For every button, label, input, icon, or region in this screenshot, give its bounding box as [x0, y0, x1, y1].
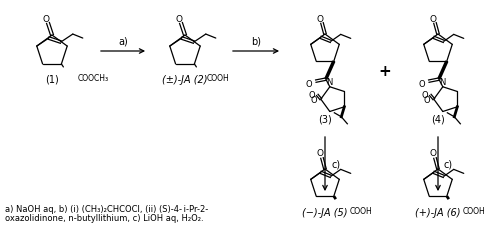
Text: COOH: COOH	[463, 206, 485, 215]
Text: a): a)	[118, 37, 128, 47]
Text: (+)-JA (6): (+)-JA (6)	[415, 207, 461, 217]
Text: COOH: COOH	[206, 74, 229, 83]
Text: O: O	[423, 95, 430, 104]
Text: c): c)	[444, 159, 453, 169]
Text: O: O	[430, 15, 436, 23]
Text: (3): (3)	[318, 114, 332, 124]
Text: O: O	[306, 79, 312, 88]
Text: (±)-JA (2): (±)-JA (2)	[162, 75, 208, 85]
Text: (1): (1)	[45, 75, 59, 85]
Text: O: O	[316, 149, 324, 158]
Text: COOH: COOH	[350, 206, 372, 215]
Text: (4): (4)	[431, 114, 445, 124]
Text: COOCH₃: COOCH₃	[78, 74, 108, 83]
Text: +: +	[378, 64, 392, 79]
Text: (−)-JA (5): (−)-JA (5)	[302, 207, 348, 217]
Text: oxazolidinone, n-butyllithium, c) LiOH aq, H₂O₂.: oxazolidinone, n-butyllithium, c) LiOH a…	[5, 213, 203, 222]
Text: O: O	[316, 15, 324, 23]
Text: O: O	[422, 91, 428, 100]
Text: c): c)	[331, 159, 340, 169]
Text: O: O	[42, 15, 50, 23]
Text: N: N	[440, 77, 446, 86]
Text: O: O	[418, 79, 425, 88]
Text: b): b)	[251, 37, 261, 47]
Text: O: O	[430, 149, 436, 158]
Text: a) NaOH aq, b) (i) (CH₃)₂CHCOCl, (ii) (S)-4- ​i-Pr-2-: a) NaOH aq, b) (i) (CH₃)₂CHCOCl, (ii) (S…	[5, 204, 208, 213]
Text: O: O	[176, 15, 182, 23]
Text: O: O	[309, 91, 316, 100]
Text: N: N	[326, 77, 333, 86]
Text: O: O	[310, 95, 317, 104]
